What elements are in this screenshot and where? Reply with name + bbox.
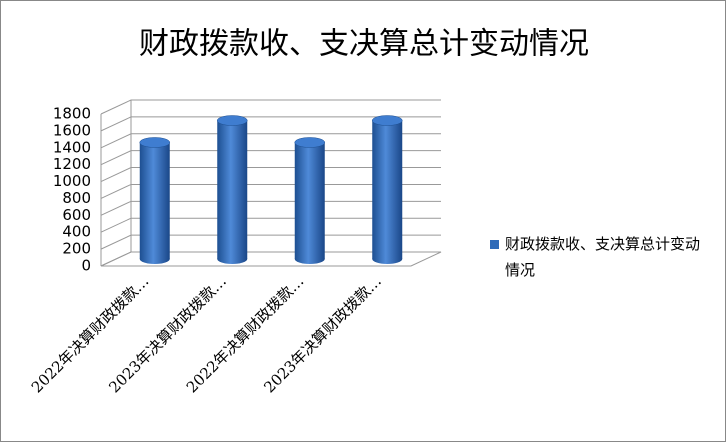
bar — [372, 115, 403, 264]
y-tick-label: 1600 — [53, 121, 91, 139]
grid-line — [100, 116, 441, 132]
grid-line — [100, 167, 441, 183]
bar-bottom — [372, 254, 403, 264]
y-tick-label: 600 — [62, 206, 91, 224]
y-tick-label: 1400 — [53, 138, 91, 156]
grid-line — [100, 133, 441, 149]
y-tick-label: 1200 — [53, 155, 91, 173]
legend-swatch — [490, 240, 499, 249]
bar-body — [372, 120, 403, 259]
y-tick-label: 0 — [81, 257, 91, 275]
bar-body — [139, 142, 170, 259]
bar-top — [139, 137, 170, 148]
bar-bottom — [294, 254, 325, 264]
grid-line — [100, 234, 441, 250]
y-tick-label: 400 — [62, 223, 91, 241]
legend-label: 财政拨款收、支决算总计变动情况 — [505, 235, 701, 279]
legend: 财政拨款收、支决算总计变动情况 — [490, 231, 710, 283]
grid-line — [100, 99, 441, 115]
y-tick-label: 1000 — [53, 172, 91, 190]
bar-body — [294, 142, 325, 259]
grid-line — [100, 183, 441, 199]
y-tick-label: 200 — [62, 240, 91, 258]
bar-body — [217, 120, 248, 259]
bar-bottom — [217, 254, 248, 264]
grid-line — [100, 200, 441, 216]
bar-top — [294, 137, 325, 148]
chart-title: 财政拨款收、支决算总计变动情况 — [139, 27, 589, 62]
grid-line — [100, 217, 441, 233]
bar-top — [372, 115, 403, 126]
bar — [294, 137, 325, 264]
y-tick-label: 800 — [62, 189, 91, 207]
bar-bottom — [139, 254, 170, 264]
grid-line — [100, 150, 441, 166]
bar — [139, 137, 170, 264]
bar — [217, 115, 248, 264]
bar-top — [217, 115, 248, 126]
y-tick-label: 1800 — [53, 105, 91, 123]
grid-line — [100, 251, 441, 267]
